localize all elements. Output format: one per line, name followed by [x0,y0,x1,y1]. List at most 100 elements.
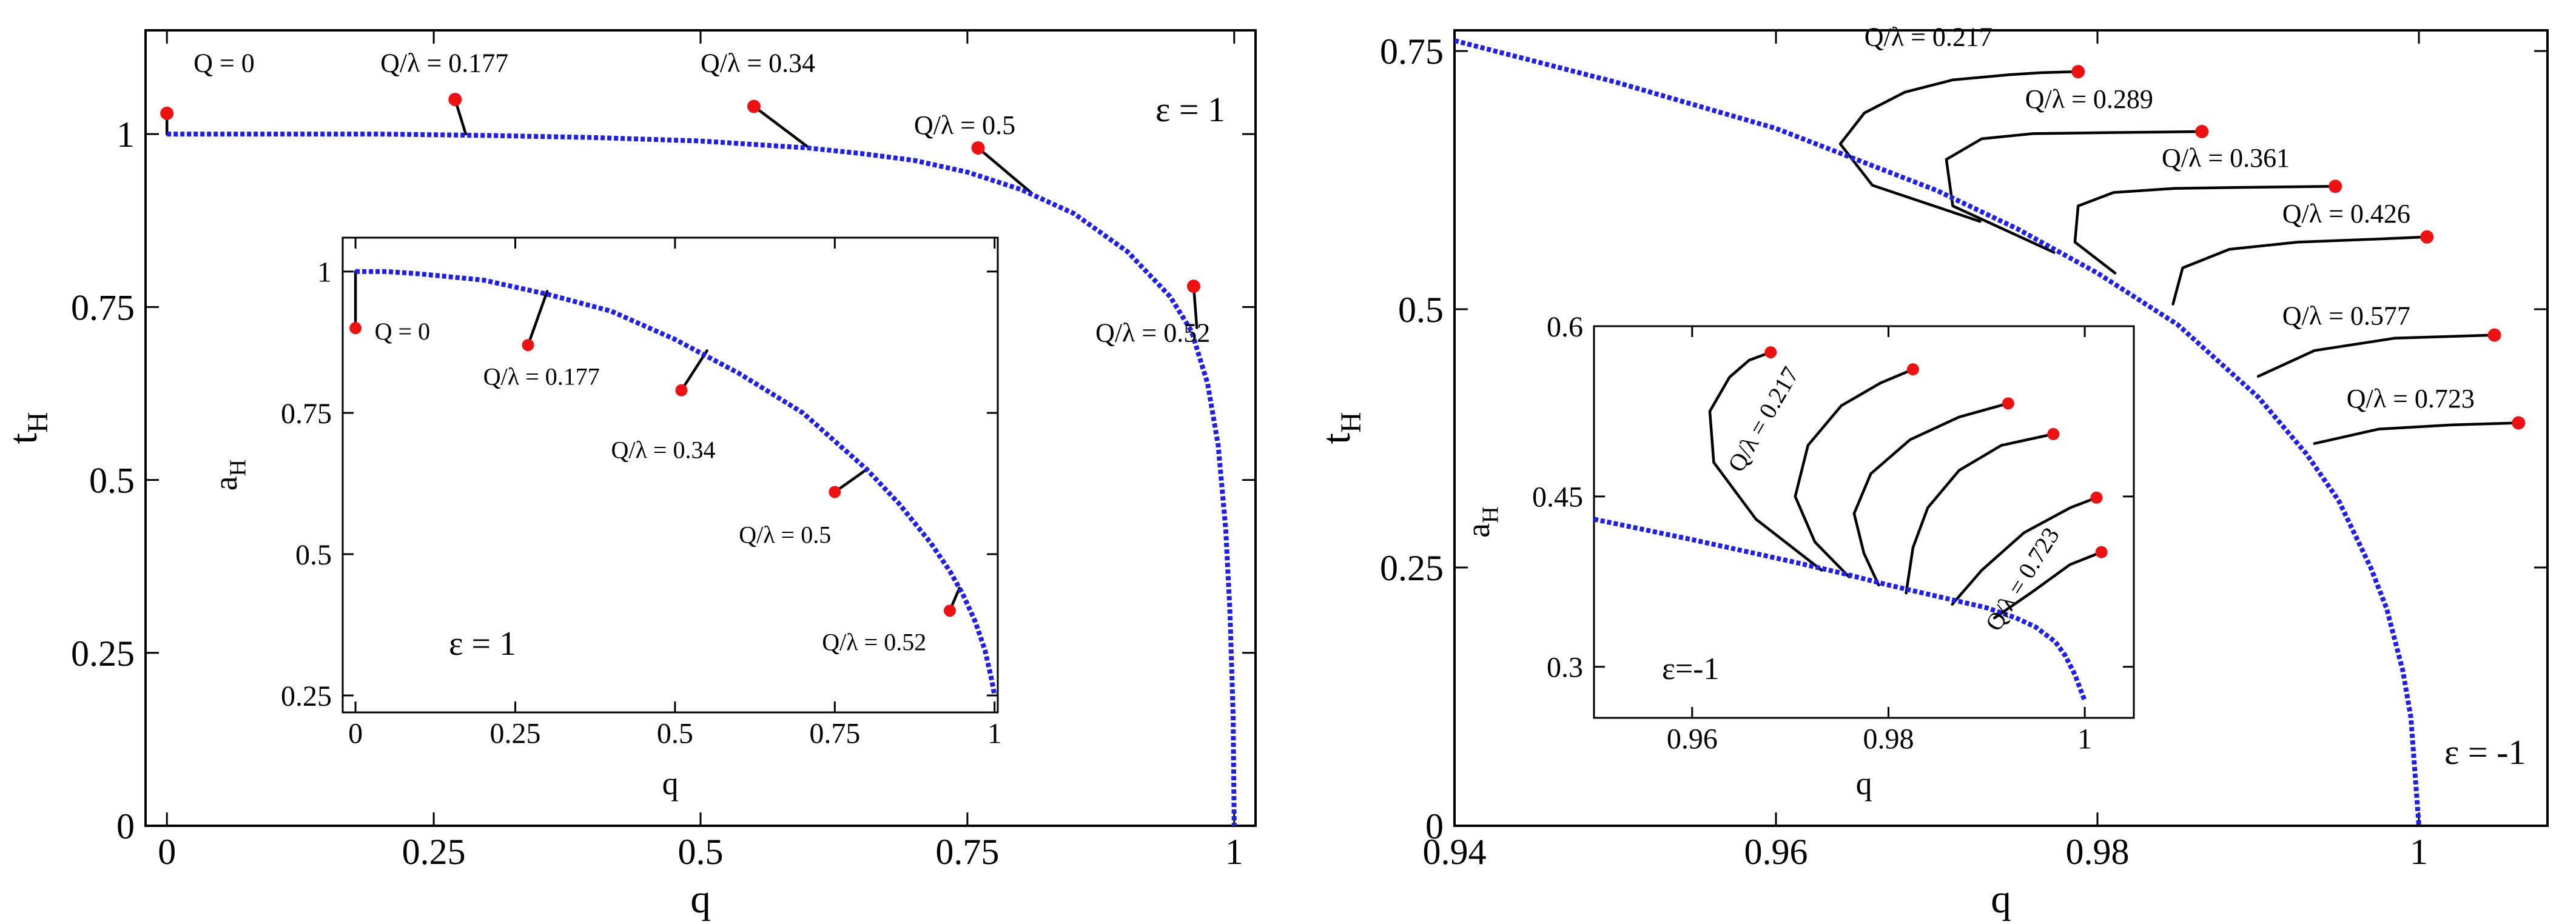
left-inset-annotation: ε = 1 [449,625,516,663]
right-main-branch-line-0 [1838,70,2080,223]
right-inset-branch-line-3 [1905,432,2055,595]
right-inset-ytick-label: 0.6 [1547,311,1583,343]
right-main-branch-label-4: Q/λ = 0.577 [2282,301,2410,331]
left-inset-branch-label-0: Q = 0 [375,318,430,345]
right-main-marker-4 [2487,328,2501,342]
right-inset-xtick-label: 0.98 [1863,723,1914,755]
right-inset-marker-1 [1906,363,1919,376]
right-inset-ylabel: aH [1460,506,1503,538]
left-main-ytick-label: 0.75 [71,287,135,327]
right-main-branch-label-5: Q/λ = 0.723 [2347,384,2475,413]
right-main-annotation: ε = -1 [2444,732,2526,772]
right-inset-xtick-label: 1 [2077,723,2092,755]
left-main-ylabel: tH [0,412,54,444]
left-main-branch-line-4 [1192,284,1199,329]
right-main-ytick-label: 0.25 [1380,548,1444,588]
right-inset-curve [1594,517,2087,702]
right-main-xtick-label: 0.98 [2066,832,2130,872]
right-main-xtick-label: 0.96 [1744,832,1808,872]
left-inset-marker-3 [829,486,841,498]
right-main-marker-2 [2329,179,2342,193]
right-inset-marker-0 [1764,346,1777,359]
left-inset-ytick-label: 1 [317,256,332,289]
right-main-xtick-label: 0.94 [1423,832,1487,872]
left-inset-curve [355,269,997,696]
left-inset-xtick-label: 1 [987,717,1002,749]
right-main-ytick-label: 0.5 [1398,290,1444,330]
left-inset-branch-label-3: Q/λ = 0.5 [739,521,831,548]
right-inset-branch-line-1 [1794,367,1915,579]
right-inset-annotation: ε=-1 [1662,652,1719,686]
left-main-marker-0 [160,106,174,120]
right-main-branch-line-4 [2256,333,2496,378]
right-inset-branch-line-0 [1708,350,1823,572]
right-main-plot-area [1454,38,2526,826]
right-main-branch-line-5 [2313,421,2520,445]
left-inset-marker-2 [675,384,688,397]
left-inset-plot-area [349,269,997,696]
right-inset-xlabel: q [1856,765,1872,802]
right-inset-branch-line-2 [1852,402,2010,587]
right-main-branch-line-2 [2073,185,2337,275]
left-inset-xtick-label: 0.5 [657,717,693,749]
left-main-ytick-label: 0.5 [89,461,135,501]
left-inset-ytick-label: 0.75 [281,398,332,430]
left-main-marker-3 [971,141,985,155]
left-main-branch-line-2 [752,105,809,148]
right-inset-marker-5 [2095,546,2108,558]
left-inset-branch-line-1 [526,290,549,347]
right-main-marker-0 [2071,65,2085,79]
right-main-branch-label-1: Q/λ = 0.289 [2025,84,2153,114]
right-inset-branch-line-5 [1993,551,2103,620]
right-main-ytick-label: 0.75 [1380,32,1444,72]
left-main-branch-label-0: Q = 0 [193,48,255,78]
right-main-xtick-label: 1 [2410,832,2428,872]
left-inset-branch-line-2 [680,349,708,392]
left-inset-frame [341,236,999,714]
left-main-branch-label-4: Q/λ = 0.52 [1095,318,1210,347]
right-main-ylabel: tH [1313,412,1367,444]
left-main-marker-1 [448,93,462,107]
left-main-ytick-label: 0 [116,806,135,846]
right-main-branch-label-0: Q/λ = 0.217 [1865,22,1993,52]
left-main-annotation: ε = 1 [1155,90,1225,129]
right-inset-marker-3 [2047,427,2060,440]
left-inset-xlabel: q [662,765,679,802]
left-main-marker-4 [1186,280,1200,293]
left-main-branch-label-3: Q/λ = 0.5 [914,110,1015,140]
left-main-xtick-label: 0.25 [402,832,466,872]
left-main-ytick-label: 0.25 [71,634,135,674]
left-main-xlabel: q [690,876,711,922]
left-inset-branch-label-1: Q/λ = 0.177 [483,363,600,390]
right-inset-plot-area [1594,346,2108,702]
left-inset-marker-4 [943,604,956,617]
left-main-xtick-label: 0 [158,832,176,872]
left-inset-ytick-label: 0.5 [295,539,332,571]
left-main-branch-line-3 [977,146,1033,195]
right-main-marker-1 [2195,124,2209,138]
right-inset-xtick-label: 0.96 [1667,723,1718,755]
right-main-marker-5 [2512,416,2526,430]
right-main-curve [1454,38,2421,826]
right-main-branch-line-3 [2171,235,2429,306]
right-inset-ytick-label: 0.3 [1547,652,1583,684]
left-main-curve [167,132,1237,826]
right-main-branch-line-1 [1945,130,2204,254]
left-inset-xtick-label: 0.25 [489,717,540,749]
left-inset-xtick-label: 0 [348,717,363,749]
left-main-xtick-label: 0.5 [678,832,724,872]
left-main-plot-area [160,93,1237,826]
left-main-marker-2 [747,99,761,113]
left-inset-branch-label-2: Q/λ = 0.34 [611,437,716,464]
right-main-branch-label-3: Q/λ = 0.426 [2282,199,2410,229]
left-main-branch-label-2: Q/λ = 0.34 [701,48,815,78]
right-inset-branch-line-4 [1951,496,2098,606]
left-main-xtick-label: 0.75 [935,832,999,872]
right-main-ytick-label: 0 [1425,806,1444,846]
left-inset-marker-0 [349,322,362,335]
left-inset-branch-line-3 [833,467,869,494]
right-main-marker-3 [2420,230,2434,244]
left-main-branch-label-1: Q/λ = 0.177 [380,48,508,78]
right-inset-ytick-label: 0.45 [1532,481,1583,514]
